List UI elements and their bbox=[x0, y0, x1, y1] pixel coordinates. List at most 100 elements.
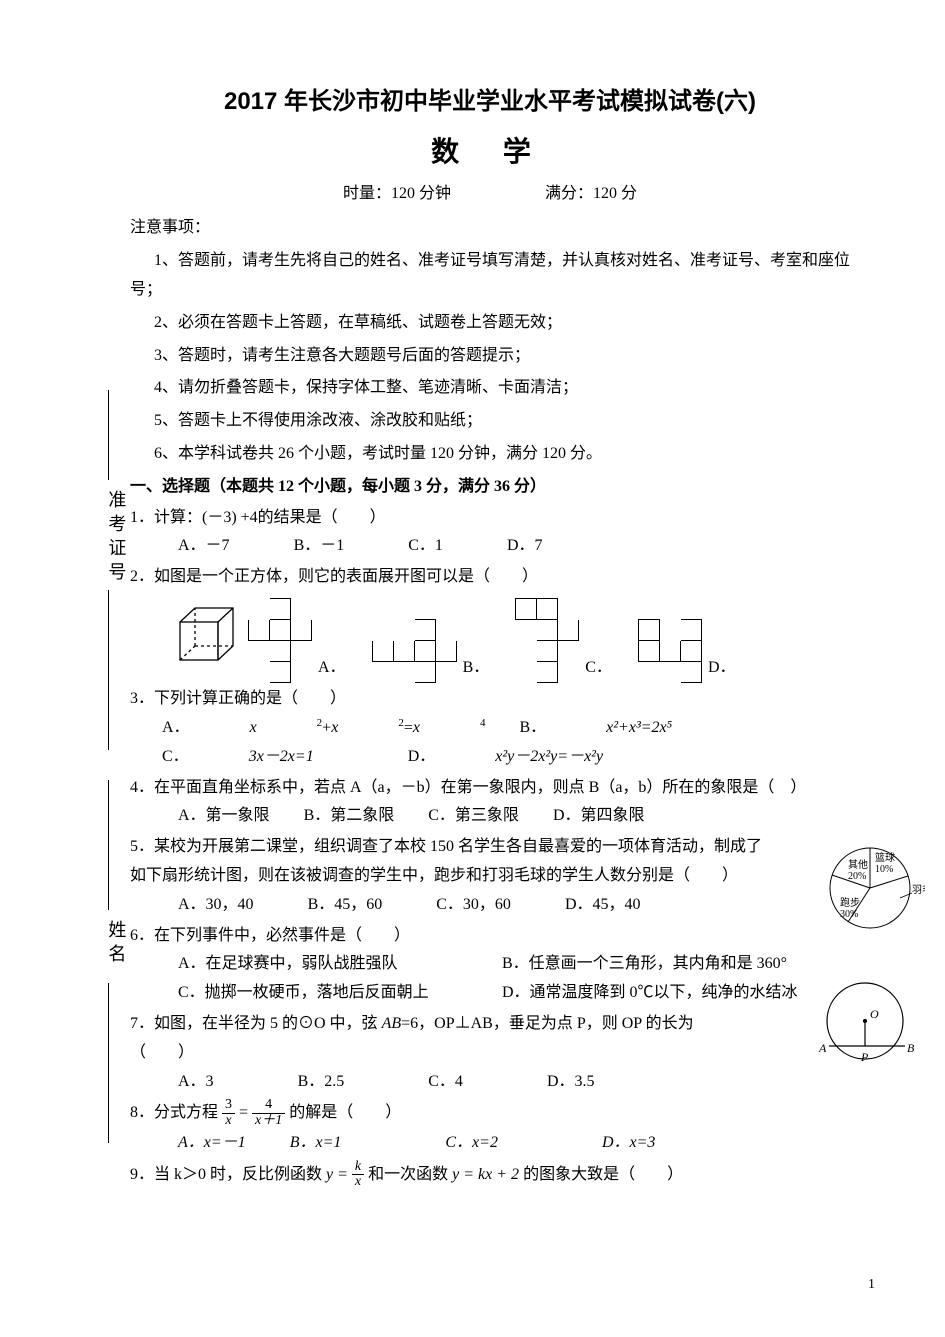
circle-label-o: O bbox=[870, 1007, 879, 1021]
pie-pct-run: 30% bbox=[840, 909, 858, 920]
q6-opt-c: C．抛掷一枚硬币，落地后反面朝上 bbox=[178, 979, 498, 1008]
q2-figures: A． B． C． D． bbox=[170, 598, 850, 683]
q2-opt-b-label: B． bbox=[463, 654, 490, 683]
q4-options: A．第一象限 B．第二象限 C．第三象限 D．第四象限 bbox=[130, 802, 850, 831]
q1-options: A．－7 B．－1 C．1 D．7 bbox=[130, 532, 850, 561]
notice-3: 3、答题时，请考生注意各大题题号后面的答题提示； bbox=[130, 342, 850, 371]
notice-2: 2、必须在答题卡上答题，在草稿纸、试题卷上答题无效； bbox=[130, 309, 850, 338]
q4-opt-c: C．第三象限 bbox=[428, 802, 519, 831]
q2-opt-a-label: A． bbox=[318, 654, 346, 683]
meta-full: 满分：120 分 bbox=[545, 180, 637, 209]
meta-line: 时量：120 分钟 满分：120 分 bbox=[130, 180, 850, 209]
q1-opt-d: D．7 bbox=[507, 532, 543, 561]
q6-options: A．在足球赛中，弱队战胜强队 B．任意画一个三角形，其内角和是 360° C．抛… bbox=[130, 950, 850, 1008]
notice-1: 1、答题前，请考生先将自己的姓名、准考证号填写清楚，并认真核对姓名、准考证号、考… bbox=[130, 247, 850, 305]
net-a-icon bbox=[248, 598, 312, 683]
q3-opt-a: A．x2+x2=x4 bbox=[162, 714, 485, 743]
q3-options: A．x2+x2=x4 B．x²+x³=2x⁵ C．3x－2x=1 D．x²y－2… bbox=[130, 714, 850, 772]
pie-label-other: 其他 bbox=[848, 858, 868, 871]
notice-list: 1、答题前，请考生先将自己的姓名、准考证号填写清楚，并认真核对姓名、准考证号、考… bbox=[130, 247, 850, 469]
q8-frac-lhs: 3x bbox=[222, 1098, 235, 1128]
question-2: 2．如图是一个正方体，则它的表面展开图可以是（ ） bbox=[130, 563, 850, 683]
q2-opt-d-label: D． bbox=[708, 654, 736, 683]
q8-opt-c: C．x=2 bbox=[445, 1129, 498, 1158]
q3-text: 3．下列计算正确的是（ ） bbox=[130, 685, 850, 714]
pie-label-bad: 羽毛球 bbox=[912, 883, 925, 896]
q7-opt-d: D．3.5 bbox=[547, 1068, 595, 1097]
side-line-1 bbox=[108, 390, 109, 480]
q3-opt-c: C．3x－2x=1 bbox=[162, 743, 374, 772]
net-b-icon bbox=[372, 619, 457, 683]
circle-label-p: P bbox=[860, 1050, 869, 1064]
side-line-3 bbox=[108, 780, 109, 910]
q6-text: 6．在下列事件中，必然事件是（ ） bbox=[130, 922, 850, 951]
question-7: 7．如图，在半径为 5 的⊙O 中，弦 AB=6，OP⊥AB，垂足为点 P，则 … bbox=[130, 1010, 850, 1096]
q6-opt-a: A．在足球赛中，弱队战胜强队 bbox=[178, 950, 498, 979]
q2-opt-c-label: C． bbox=[585, 654, 612, 683]
notice-4: 4、请勿折叠答题卡，保持字体工整、笔迹清晰、卡面清洁； bbox=[130, 374, 850, 403]
notice-heading: 注意事项： bbox=[130, 214, 850, 243]
q1-opt-a: A．－7 bbox=[178, 532, 230, 561]
q7-text: 7．如图，在半径为 5 的⊙O 中，弦 AB=6，OP⊥AB，垂足为点 P，则 … bbox=[130, 1010, 850, 1039]
q3-opt-b: B．x²+x³=2x⁵ bbox=[519, 714, 732, 743]
question-5: 5．某校为开展第二课堂，组织调查了本校 150 名学生各自最喜爱的一项体育活动，… bbox=[130, 833, 850, 919]
q5-text-2: 如下扇形统计图，则在该被调查的学生中，跑步和打羽毛球的学生人数分别是（ ） bbox=[130, 862, 850, 891]
q7-opt-c: C．4 bbox=[428, 1068, 463, 1097]
main-title: 2017 年长沙市初中毕业学业水平考试模拟试卷(六) bbox=[130, 80, 850, 123]
q5-options: A．30，40 B．45，60 C．30，60 D．45，40 bbox=[130, 891, 850, 920]
pie-label-bb: 篮球 bbox=[875, 851, 895, 864]
q7-opt-a: A．3 bbox=[178, 1068, 214, 1097]
q4-text: 4．在平面直角坐标系中，若点 A（a，－b）在第一象限内，则点 B（a，b）所在… bbox=[130, 774, 850, 803]
q2-text: 2．如图是一个正方体，则它的表面展开图可以是（ ） bbox=[130, 563, 850, 592]
pie-pct-other: 20% bbox=[848, 871, 866, 882]
q8-options: A．x=－1 B．x=1 C．x=2 D．x=3 bbox=[130, 1129, 850, 1158]
q4-opt-b: B．第二象限 bbox=[304, 802, 395, 831]
pie-label-run: 跑步 bbox=[840, 896, 860, 909]
q5-opt-c: C．30，60 bbox=[436, 891, 511, 920]
q5-opt-d: D．45，40 bbox=[565, 891, 641, 920]
q7-paren: （ ） bbox=[130, 1039, 850, 1068]
q8-opt-b: B．x=1 bbox=[290, 1129, 342, 1158]
subject-title: 数 学 bbox=[130, 127, 850, 177]
side-exam-id-label: 准考证号 bbox=[100, 490, 132, 586]
q5-text-1: 5．某校为开展第二课堂，组织调查了本校 150 名学生各自最喜爱的一项体育活动，… bbox=[130, 833, 850, 862]
question-1: 1．计算：(－3) +4的结果是（ ） A．－7 B．－1 C．1 D．7 bbox=[130, 504, 850, 562]
question-3: 3．下列计算正确的是（ ） A．x2+x2=x4 B．x²+x³=2x⁵ C．3… bbox=[130, 685, 850, 772]
q1-opt-c: C．1 bbox=[408, 532, 443, 561]
question-4: 4．在平面直角坐标系中，若点 A（a，－b）在第一象限内，则点 B（a，b）所在… bbox=[130, 774, 850, 832]
page-number: 1 bbox=[868, 1272, 875, 1297]
side-line-2 bbox=[108, 590, 109, 750]
q8-opt-a: A．x=－1 bbox=[178, 1129, 246, 1158]
q9-text: 9．当 k＞0 时，反比例函数 y = kx 和一次函数 y = kx + 2 … bbox=[130, 1160, 850, 1190]
question-6: 6．在下列事件中，必然事件是（ ） A．在足球赛中，弱队战胜强队 B．任意画一个… bbox=[130, 922, 850, 1008]
section-1-heading: 一、选择题（本题共 12 个小题，每小题 3 分，满分 36 分） bbox=[130, 473, 850, 502]
q8-frac-rhs: 4x＋1 bbox=[252, 1098, 285, 1128]
q1-opt-b: B．－1 bbox=[294, 532, 345, 561]
q3-opt-d: D．x²y－2x²y=－x²y bbox=[408, 743, 663, 772]
side-line-4 bbox=[108, 983, 109, 1143]
q5-opt-a: A．30，40 bbox=[178, 891, 254, 920]
question-9: 9．当 k＞0 时，反比例函数 y = kx 和一次函数 y = kx + 2 … bbox=[130, 1160, 850, 1190]
pie-pct-bb: 10% bbox=[875, 864, 893, 875]
q7-opt-b: B．2.5 bbox=[298, 1068, 345, 1097]
side-name-label: 姓名 bbox=[100, 920, 132, 968]
q5-opt-b: B．45，60 bbox=[308, 891, 383, 920]
q4-opt-a: A．第一象限 bbox=[178, 802, 270, 831]
q1-text: 1．计算：(－3) +4的结果是（ ） bbox=[130, 504, 850, 533]
net-c-icon bbox=[515, 598, 579, 683]
q6-opt-d: D．通常温度降到 0℃以下，纯净的水结冰 bbox=[502, 984, 798, 1001]
circle-label-b: B bbox=[907, 1041, 915, 1055]
q8-opt-d: D．x=3 bbox=[602, 1129, 655, 1158]
cube-icon bbox=[170, 602, 240, 683]
q5-pie-chart: 其他 20% 篮球 10% 跑步 30% 羽毛球 bbox=[815, 838, 925, 949]
q7-circle-figure: O A B P bbox=[815, 978, 915, 1084]
page-content: 2017 年长沙市初中毕业学业水平考试模拟试卷(六) 数 学 时量：120 分钟… bbox=[130, 80, 850, 1192]
q4-opt-d: D．第四象限 bbox=[553, 802, 645, 831]
notice-6: 6、本学科试卷共 26 个小题，考试时量 120 分钟，满分 120 分。 bbox=[130, 440, 850, 469]
net-d-icon bbox=[638, 619, 702, 683]
circle-label-a: A bbox=[818, 1041, 827, 1055]
q7-options: A．3 B．2.5 C．4 D．3.5 bbox=[130, 1068, 850, 1097]
q8-text: 8．分式方程 3x = 4x＋1 的解是（ ） bbox=[130, 1098, 850, 1128]
meta-time: 时量：120 分钟 bbox=[343, 180, 451, 209]
question-8: 8．分式方程 3x = 4x＋1 的解是（ ） A．x=－1 B．x=1 C．x… bbox=[130, 1098, 850, 1157]
